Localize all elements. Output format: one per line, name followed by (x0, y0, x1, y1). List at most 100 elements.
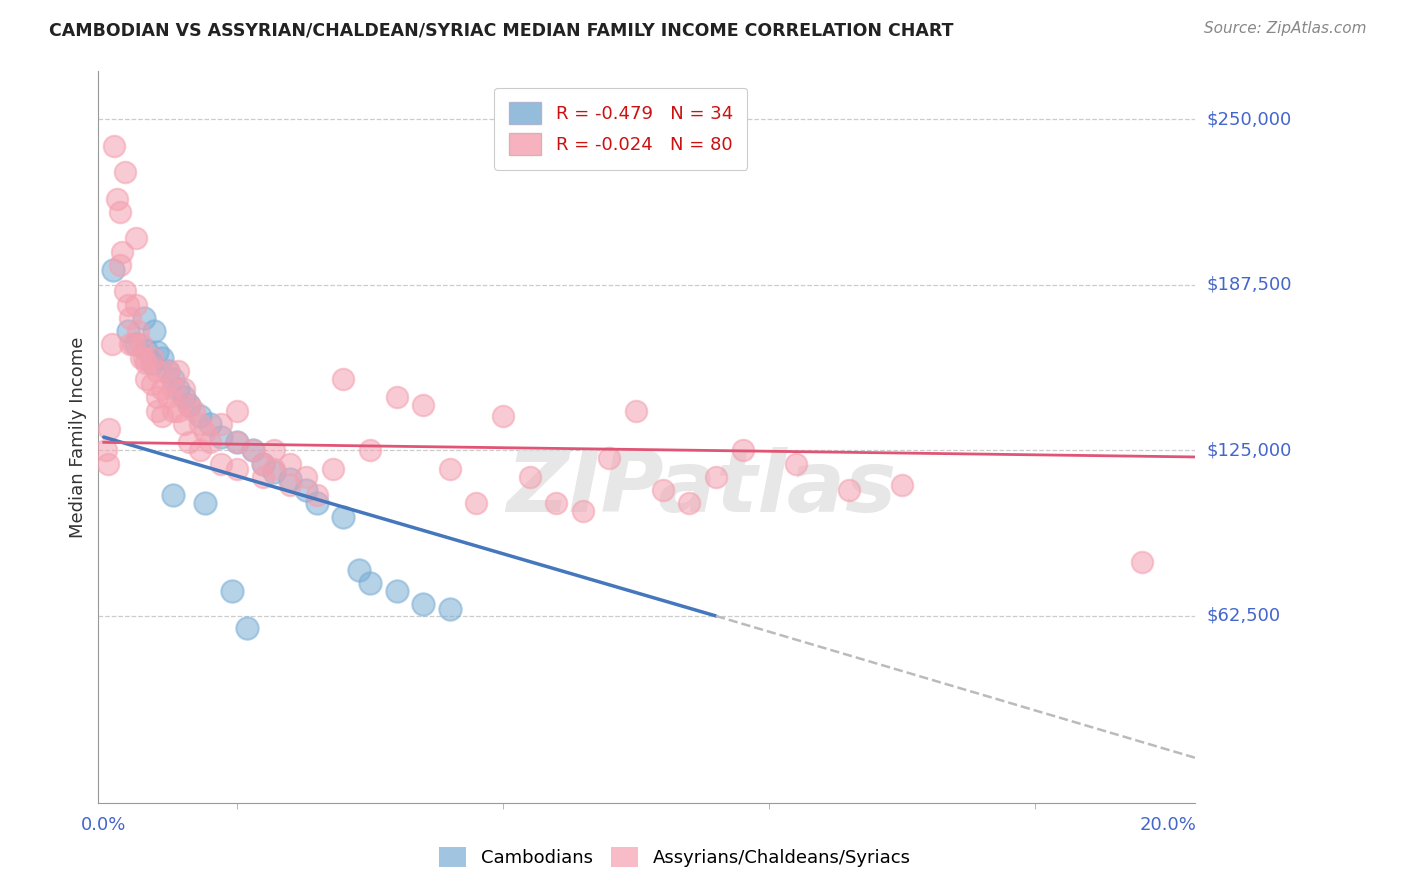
Point (359, 443, 381, 458)
Point (188, 443, 211, 458)
Point (651, 483, 673, 497)
Point (572, 504, 595, 518)
Point (598, 451, 620, 466)
Point (278, 473, 301, 487)
Point (891, 477, 914, 491)
Point (125, 297, 148, 311)
Point (412, 398, 434, 412)
Point (412, 597, 434, 611)
Point (167, 364, 190, 378)
Point (177, 398, 200, 412)
Point (108, 204, 131, 219)
Point (173, 383, 195, 397)
Point (156, 390, 179, 404)
Point (173, 417, 195, 431)
Point (295, 483, 318, 497)
Point (111, 244, 134, 259)
Point (117, 297, 139, 311)
Point (156, 364, 179, 378)
Point (252, 470, 274, 484)
Point (103, 138, 125, 153)
Point (105, 192, 128, 206)
Point (141, 351, 163, 365)
Point (385, 390, 408, 404)
Point (146, 403, 169, 417)
Point (263, 465, 285, 479)
Point (127, 324, 149, 338)
Point (188, 409, 211, 423)
Point (332, 509, 354, 524)
Point (209, 430, 232, 444)
Point (98, 422, 121, 436)
Point (143, 324, 166, 338)
Point (278, 457, 301, 471)
Point (194, 425, 217, 439)
Point (188, 417, 211, 431)
Point (209, 457, 232, 471)
Point (492, 409, 515, 423)
Point (295, 470, 318, 484)
Point (167, 403, 190, 417)
Text: CAMBODIAN VS ASSYRIAN/CHALDEAN/SYRIAC MEDIAN FAMILY INCOME CORRELATION CHART: CAMBODIAN VS ASSYRIAN/CHALDEAN/SYRIAC ME… (49, 21, 953, 39)
Point (225, 462, 247, 476)
Point (225, 403, 247, 417)
Text: $62,500: $62,500 (1206, 607, 1281, 625)
Point (519, 470, 541, 484)
Point (150, 383, 173, 397)
Point (252, 457, 274, 471)
Point (263, 443, 285, 458)
Point (546, 496, 568, 510)
Point (305, 488, 328, 502)
Point (167, 383, 190, 397)
Point (132, 310, 155, 325)
Point (114, 285, 136, 299)
Point (322, 462, 344, 476)
Point (183, 403, 205, 417)
Point (225, 435, 247, 450)
Point (678, 496, 700, 510)
Point (96, 443, 118, 458)
Point (117, 324, 139, 338)
Point (252, 457, 274, 471)
Point (122, 337, 145, 351)
Point (146, 390, 169, 404)
Point (156, 364, 179, 378)
Point (236, 621, 259, 635)
Point (125, 231, 148, 245)
Point (162, 383, 184, 397)
Point (129, 351, 152, 365)
Point (114, 165, 136, 179)
Text: $125,000: $125,000 (1206, 442, 1292, 459)
Legend: Cambodians, Assyrians/Chaldeans/Syriacs: Cambodians, Assyrians/Chaldeans/Syriacs (432, 839, 918, 874)
Text: $187,500: $187,500 (1206, 276, 1292, 293)
Point (108, 258, 131, 272)
Point (135, 372, 157, 386)
Point (263, 462, 285, 476)
Point (838, 483, 860, 497)
Point (150, 351, 173, 365)
Point (209, 417, 232, 431)
Point (120, 337, 142, 351)
Point (305, 496, 328, 510)
Point (332, 372, 354, 386)
Point (125, 337, 148, 351)
Point (135, 343, 157, 357)
Point (1130, 555, 1153, 569)
Point (162, 403, 184, 417)
Point (349, 563, 371, 577)
Point (242, 443, 264, 458)
Point (146, 364, 169, 378)
Point (465, 496, 488, 510)
Point (150, 409, 173, 423)
Point (97, 457, 120, 471)
Point (385, 583, 408, 598)
Point (704, 470, 727, 484)
Point (359, 575, 381, 590)
Point (141, 356, 163, 370)
Point (200, 417, 222, 431)
Point (242, 443, 264, 458)
Point (177, 398, 200, 412)
Point (177, 435, 200, 450)
Point (162, 372, 184, 386)
Text: $250,000: $250,000 (1206, 110, 1292, 128)
